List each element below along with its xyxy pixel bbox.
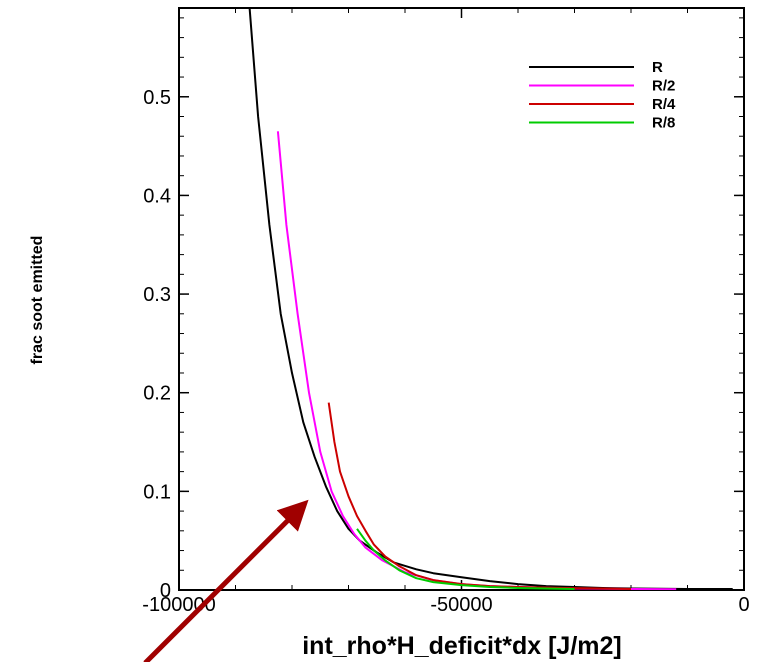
y-tick-label: 0.4	[143, 185, 171, 207]
x-tick-label: -50000	[430, 594, 492, 616]
series-line-r-2	[276, 131, 677, 590]
x-axis-label: int_rho*H_deficit*dx [J/m2]	[302, 632, 622, 660]
series-lines	[248, 8, 733, 590]
x-axis-ticks: -100000 -50000 0	[142, 8, 750, 616]
legend-label: R/2	[652, 78, 675, 95]
annotation-arrow	[143, 499, 309, 662]
legend-label: R/8	[652, 115, 675, 132]
legend-label: R	[652, 59, 663, 76]
y-axis-ticks: 0 0.1 0.2 0.3 0.4 0.5	[143, 17, 744, 602]
series-line-r-8	[356, 528, 575, 590]
y-axis-label: frac soot emitted	[29, 236, 46, 365]
y-tick-label: 0.3	[143, 284, 171, 306]
legend-label: R/4	[652, 96, 676, 113]
y-tick-label: 0.1	[143, 481, 171, 503]
legend: R R/2R/4 R/8	[529, 59, 676, 132]
series-line-r-4	[327, 402, 632, 590]
y-tick-label: 0.5	[143, 87, 171, 109]
y-tick-label: 0	[160, 580, 171, 602]
x-tick-label: 0	[738, 594, 749, 616]
y-tick-label: 0.2	[143, 383, 171, 405]
